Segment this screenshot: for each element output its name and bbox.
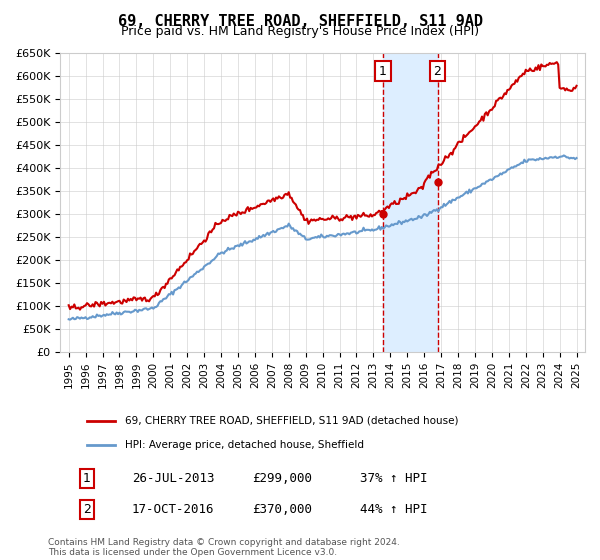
Bar <box>383 53 437 352</box>
Text: 44% ↑ HPI: 44% ↑ HPI <box>360 503 427 516</box>
Text: 1: 1 <box>379 64 387 77</box>
Text: 26-JUL-2013: 26-JUL-2013 <box>132 472 215 486</box>
Text: 2: 2 <box>83 503 91 516</box>
Text: 69, CHERRY TREE ROAD, SHEFFIELD, S11 9AD: 69, CHERRY TREE ROAD, SHEFFIELD, S11 9AD <box>118 14 482 29</box>
Text: 37% ↑ HPI: 37% ↑ HPI <box>360 472 427 486</box>
Text: 1: 1 <box>83 472 91 486</box>
Text: HPI: Average price, detached house, Sheffield: HPI: Average price, detached house, Shef… <box>125 440 364 450</box>
Text: £299,000: £299,000 <box>252 472 312 486</box>
Text: 17-OCT-2016: 17-OCT-2016 <box>132 503 215 516</box>
Text: Contains HM Land Registry data © Crown copyright and database right 2024.
This d: Contains HM Land Registry data © Crown c… <box>48 538 400 557</box>
Text: 2: 2 <box>434 64 442 77</box>
Text: 69, CHERRY TREE ROAD, SHEFFIELD, S11 9AD (detached house): 69, CHERRY TREE ROAD, SHEFFIELD, S11 9AD… <box>125 416 458 426</box>
Text: Price paid vs. HM Land Registry's House Price Index (HPI): Price paid vs. HM Land Registry's House … <box>121 25 479 38</box>
Text: £370,000: £370,000 <box>252 503 312 516</box>
